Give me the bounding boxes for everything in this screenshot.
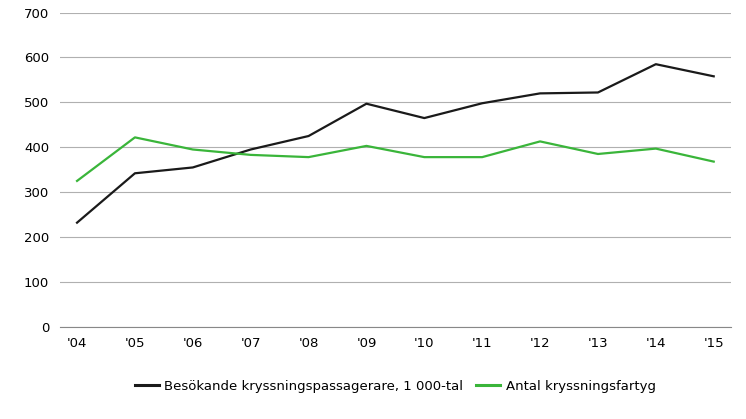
Legend: Besökande kryssningspassagerare, 1 000-tal, Antal kryssningsfartyg: Besökande kryssningspassagerare, 1 000-t… bbox=[130, 374, 661, 398]
